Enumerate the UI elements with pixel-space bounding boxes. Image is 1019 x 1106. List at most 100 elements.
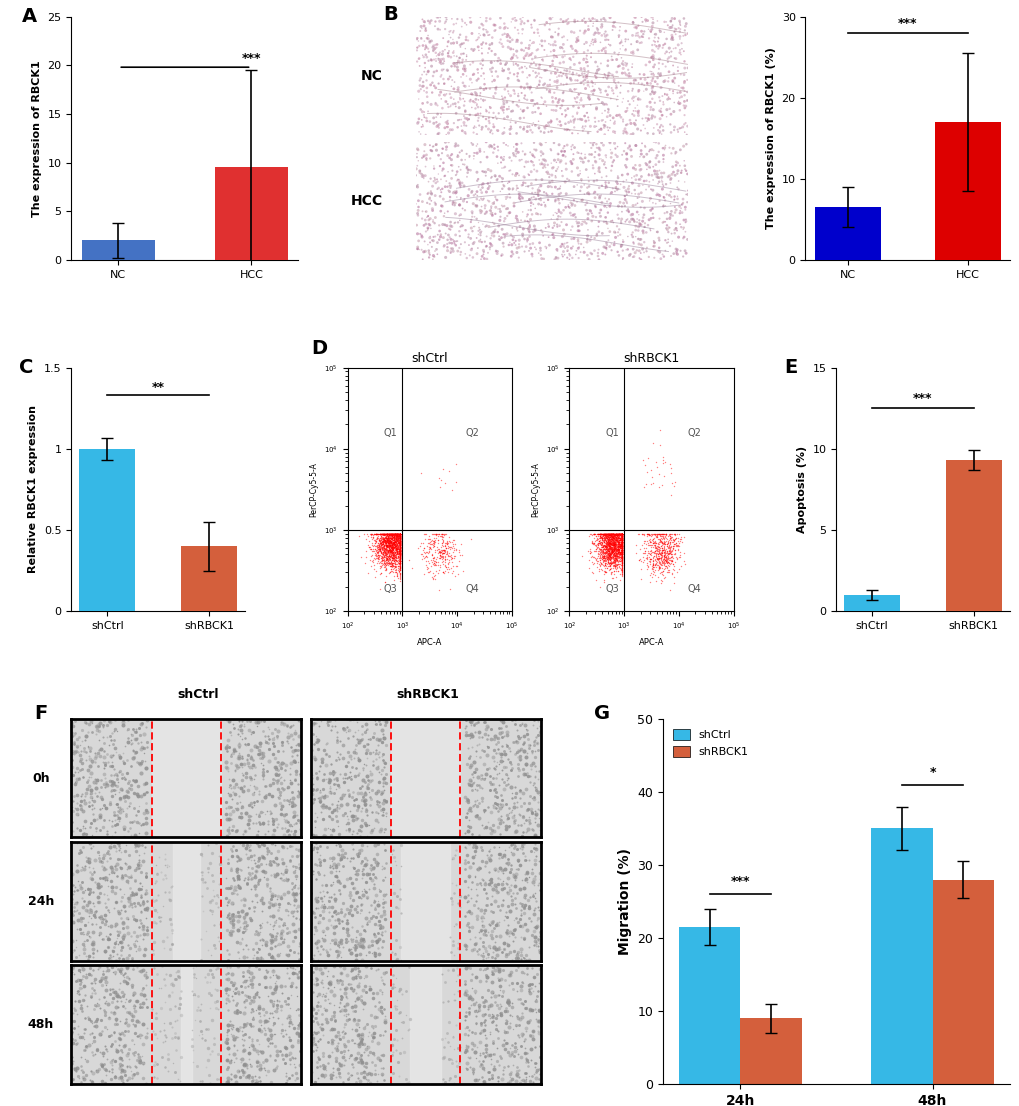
Point xyxy=(609,543,626,561)
Point xyxy=(415,36,431,54)
Point xyxy=(608,535,625,553)
Point xyxy=(408,167,424,185)
Point xyxy=(612,529,629,546)
Point xyxy=(569,104,585,122)
Point xyxy=(391,553,408,571)
Point xyxy=(646,25,662,43)
Point xyxy=(577,113,593,131)
Point xyxy=(586,242,602,260)
Point xyxy=(378,534,394,552)
Point xyxy=(632,198,648,216)
Point xyxy=(611,546,628,564)
Point xyxy=(376,549,392,566)
Point xyxy=(609,533,626,551)
Point xyxy=(600,531,616,549)
Point xyxy=(417,19,433,36)
Point xyxy=(584,526,600,544)
Point xyxy=(654,93,671,111)
Point xyxy=(425,67,441,85)
Point xyxy=(609,180,626,198)
Point xyxy=(597,534,613,552)
Point xyxy=(610,525,627,543)
Point xyxy=(496,19,513,36)
Point xyxy=(439,538,455,555)
Point xyxy=(598,549,614,566)
Point xyxy=(436,20,452,38)
Point xyxy=(611,536,628,554)
Point xyxy=(391,525,408,543)
Point xyxy=(646,544,662,562)
Point xyxy=(387,560,404,577)
Point xyxy=(436,542,452,560)
Point xyxy=(424,553,440,571)
Point xyxy=(661,581,678,598)
Point xyxy=(604,529,621,546)
Point xyxy=(641,536,657,554)
Point xyxy=(605,546,622,564)
Point xyxy=(452,45,469,63)
Point xyxy=(607,544,624,562)
Point xyxy=(484,59,500,76)
Point xyxy=(391,529,408,546)
Point xyxy=(463,184,479,201)
Point xyxy=(621,95,637,113)
Point xyxy=(644,532,660,550)
Point xyxy=(605,535,622,553)
Point xyxy=(511,186,527,204)
Point xyxy=(386,525,403,543)
Point xyxy=(373,525,389,543)
Point xyxy=(383,528,399,545)
Point xyxy=(414,210,430,228)
Point xyxy=(391,525,408,543)
Point xyxy=(612,540,629,557)
Point xyxy=(370,550,386,567)
Point xyxy=(661,237,678,254)
Point xyxy=(391,525,408,543)
Point xyxy=(664,540,681,557)
Point xyxy=(656,557,673,575)
Point xyxy=(612,525,629,543)
Point xyxy=(601,525,618,543)
Point xyxy=(372,525,388,543)
Point xyxy=(379,556,395,574)
Point xyxy=(515,220,531,238)
Point xyxy=(383,525,399,543)
Point xyxy=(605,556,622,574)
Point xyxy=(420,27,436,44)
Point xyxy=(664,533,681,551)
Point xyxy=(652,556,668,574)
Point xyxy=(650,559,666,576)
Point xyxy=(423,58,439,75)
Point xyxy=(382,538,398,555)
Point xyxy=(599,525,615,543)
Point xyxy=(391,549,408,566)
Point xyxy=(444,194,461,211)
Point xyxy=(645,49,661,66)
Point xyxy=(448,163,465,180)
Point xyxy=(462,9,478,27)
Point xyxy=(498,225,515,242)
Point xyxy=(591,150,607,168)
Point xyxy=(565,97,581,115)
Point xyxy=(557,12,574,30)
Point xyxy=(600,529,616,546)
Point xyxy=(605,533,622,551)
Point xyxy=(650,557,666,575)
Point xyxy=(391,525,408,543)
Point xyxy=(603,533,620,551)
Point xyxy=(602,552,619,570)
Point xyxy=(386,525,403,543)
Point xyxy=(391,533,408,551)
Point xyxy=(612,529,629,546)
Point xyxy=(391,528,408,545)
Point xyxy=(391,525,408,543)
Point xyxy=(363,541,379,559)
Point xyxy=(478,34,494,52)
Point xyxy=(368,525,384,543)
Point xyxy=(381,525,397,543)
Point xyxy=(378,535,394,553)
Point xyxy=(378,562,394,580)
Point xyxy=(434,180,450,198)
Point xyxy=(466,117,482,135)
Point xyxy=(366,525,382,543)
